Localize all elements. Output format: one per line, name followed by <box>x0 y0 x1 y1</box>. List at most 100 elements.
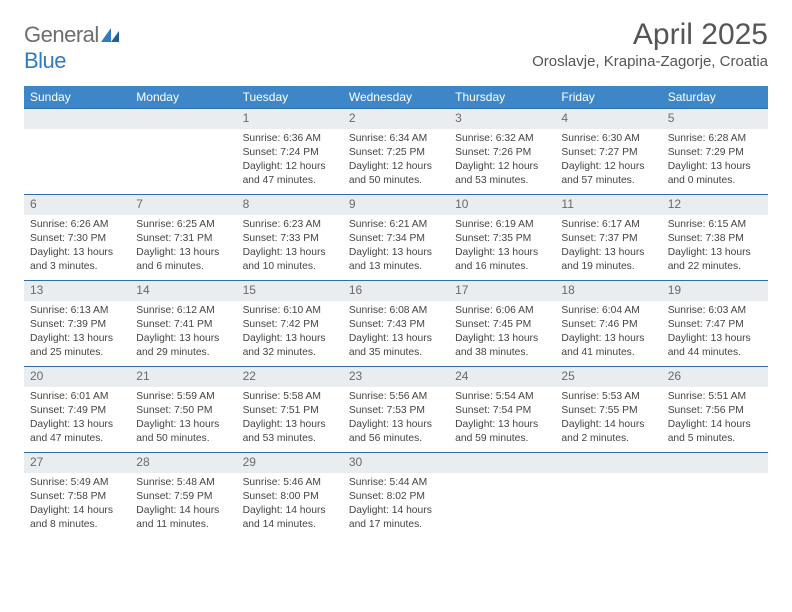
calendar-day-cell: 3Sunrise: 6:32 AMSunset: 7:26 PMDaylight… <box>449 108 555 194</box>
day-details <box>449 473 555 482</box>
sunset-text: Sunset: 7:55 PM <box>561 404 655 418</box>
weekday-header: Monday <box>130 86 236 108</box>
sunset-text: Sunset: 7:37 PM <box>561 232 655 246</box>
day-number: 23 <box>343 366 449 387</box>
day-number: 22 <box>237 366 343 387</box>
daylight-text: Daylight: 13 hours and 6 minutes. <box>136 246 230 274</box>
sunrise-text: Sunrise: 6:08 AM <box>349 304 443 318</box>
day-details: Sunrise: 6:06 AMSunset: 7:45 PMDaylight:… <box>449 301 555 366</box>
calendar-week-row: 27Sunrise: 5:49 AMSunset: 7:58 PMDayligh… <box>24 452 768 538</box>
day-number: 18 <box>555 280 661 301</box>
daylight-text: Daylight: 13 hours and 25 minutes. <box>30 332 124 360</box>
daylight-text: Daylight: 13 hours and 19 minutes. <box>561 246 655 274</box>
daylight-text: Daylight: 13 hours and 44 minutes. <box>668 332 762 360</box>
brand-logo: General Blue <box>24 18 119 74</box>
calendar-day-cell: 1Sunrise: 6:36 AMSunset: 7:24 PMDaylight… <box>237 108 343 194</box>
day-details <box>24 129 130 138</box>
day-number: 24 <box>449 366 555 387</box>
day-number <box>449 452 555 473</box>
day-number: 14 <box>130 280 236 301</box>
daylight-text: Daylight: 13 hours and 41 minutes. <box>561 332 655 360</box>
day-number <box>130 108 236 129</box>
daylight-text: Daylight: 12 hours and 57 minutes. <box>561 160 655 188</box>
sunset-text: Sunset: 7:38 PM <box>668 232 762 246</box>
daylight-text: Daylight: 13 hours and 22 minutes. <box>668 246 762 274</box>
calendar-day-cell: 29Sunrise: 5:46 AMSunset: 8:00 PMDayligh… <box>237 452 343 538</box>
daylight-text: Daylight: 13 hours and 10 minutes. <box>243 246 337 274</box>
calendar-day-cell: 18Sunrise: 6:04 AMSunset: 7:46 PMDayligh… <box>555 280 661 366</box>
sunset-text: Sunset: 7:25 PM <box>349 146 443 160</box>
page-subtitle: Oroslavje, Krapina-Zagorje, Croatia <box>532 53 768 70</box>
sunset-text: Sunset: 7:46 PM <box>561 318 655 332</box>
weekday-header: Tuesday <box>237 86 343 108</box>
sunset-text: Sunset: 7:30 PM <box>30 232 124 246</box>
calendar-day-cell: 20 Sunrise: 6:01 AMSunset: 7:49 PMDayligh… <box>24 366 130 452</box>
day-details: Sunrise: 5:56 AMSunset: 7:53 PMDaylight:… <box>343 387 449 452</box>
day-details: Sunrise: 6:30 AMSunset: 7:27 PMDaylight:… <box>555 129 661 194</box>
sunset-text: Sunset: 7:50 PM <box>136 404 230 418</box>
calendar-day-cell: 4Sunrise: 6:30 AMSunset: 7:27 PMDaylight… <box>555 108 661 194</box>
day-number: 25 <box>555 366 661 387</box>
logo-mark-icon <box>101 29 119 46</box>
sunrise-text: Sunrise: 6:12 AM <box>136 304 230 318</box>
day-details: Sunrise: 6:34 AMSunset: 7:25 PMDaylight:… <box>343 129 449 194</box>
daylight-text: Daylight: 13 hours and 47 minutes. <box>30 418 124 446</box>
page-title: April 2025 <box>532 18 768 51</box>
daylight-text: Daylight: 12 hours and 50 minutes. <box>349 160 443 188</box>
calendar-day-cell: 9Sunrise: 6:21 AMSunset: 7:34 PMDaylight… <box>343 194 449 280</box>
calendar-day-cell <box>449 452 555 538</box>
weekday-header: Friday <box>555 86 661 108</box>
daylight-text: Daylight: 14 hours and 14 minutes. <box>243 504 337 532</box>
day-number: 10 <box>449 194 555 215</box>
calendar-day-cell: 7Sunrise: 6:25 AMSunset: 7:31 PMDaylight… <box>130 194 236 280</box>
sunset-text: Sunset: 7:41 PM <box>136 318 230 332</box>
sunrise-text: Sunrise: 5:48 AM <box>136 476 230 490</box>
daylight-text: Daylight: 13 hours and 13 minutes. <box>349 246 443 274</box>
daylight-text: Daylight: 13 hours and 38 minutes. <box>455 332 549 360</box>
daylight-text: Daylight: 14 hours and 8 minutes. <box>30 504 124 532</box>
sunrise-text: Sunrise: 5:56 AM <box>349 390 443 404</box>
calendar-day-cell: 30Sunrise: 5:44 AMSunset: 8:02 PMDayligh… <box>343 452 449 538</box>
daylight-text: Daylight: 13 hours and 53 minutes. <box>243 418 337 446</box>
day-number: 20 <box>24 366 130 387</box>
sunset-text: Sunset: 7:27 PM <box>561 146 655 160</box>
sunset-text: Sunset: 7:59 PM <box>136 490 230 504</box>
sunset-text: Sunset: 8:00 PM <box>243 490 337 504</box>
day-number: 6 <box>24 194 130 215</box>
calendar-week-row: 20Sunrise: 6:01 AMSunset: 7:49 PMDayligh… <box>24 366 768 452</box>
day-details <box>662 473 768 482</box>
day-details: Sunrise: 6:13 AMSunset: 7:39 PMDaylight:… <box>24 301 130 366</box>
day-details <box>555 473 661 482</box>
calendar-day-cell: 28Sunrise: 5:48 AMSunset: 7:59 PMDayligh… <box>130 452 236 538</box>
day-details: Sunrise: 5:46 AMSunset: 8:00 PMDaylight:… <box>237 473 343 538</box>
day-number: 30 <box>343 452 449 473</box>
sunrise-text: Sunrise: 5:46 AM <box>243 476 337 490</box>
day-number <box>24 108 130 129</box>
sunset-text: Sunset: 7:56 PM <box>668 404 762 418</box>
sunset-text: Sunset: 7:34 PM <box>349 232 443 246</box>
day-details: Sunrise: 6:19 AMSunset: 7:35 PMDaylight:… <box>449 215 555 280</box>
calendar-day-cell: 16Sunrise: 6:08 AMSunset: 7:43 PMDayligh… <box>343 280 449 366</box>
daylight-text: Daylight: 12 hours and 47 minutes. <box>243 160 337 188</box>
sunrise-text: Sunrise: 6:01 AM <box>30 390 124 404</box>
calendar-day-cell: 10Sunrise: 6:19 AMSunset: 7:35 PMDayligh… <box>449 194 555 280</box>
calendar-week-row: 6Sunrise: 6:26 AMSunset: 7:30 PMDaylight… <box>24 194 768 280</box>
sunrise-text: Sunrise: 5:51 AM <box>668 390 762 404</box>
calendar-day-cell: 17Sunrise: 6:06 AMSunset: 7:45 PMDayligh… <box>449 280 555 366</box>
day-number: 11 <box>555 194 661 215</box>
sunset-text: Sunset: 7:49 PM <box>30 404 124 418</box>
day-number: 9 <box>343 194 449 215</box>
day-number: 5 <box>662 108 768 129</box>
sunset-text: Sunset: 7:26 PM <box>455 146 549 160</box>
daylight-text: Daylight: 13 hours and 35 minutes. <box>349 332 443 360</box>
calendar-day-cell: 25Sunrise: 5:53 AMSunset: 7:55 PMDayligh… <box>555 366 661 452</box>
daylight-text: Daylight: 14 hours and 11 minutes. <box>136 504 230 532</box>
sunrise-text: Sunrise: 6:13 AM <box>30 304 124 318</box>
brand-word1: General <box>24 22 99 47</box>
calendar-day-cell: 21Sunrise: 5:59 AMSunset: 7:50 PMDayligh… <box>130 366 236 452</box>
day-number: 15 <box>237 280 343 301</box>
weekday-header: Thursday <box>449 86 555 108</box>
sunrise-text: Sunrise: 6:17 AM <box>561 218 655 232</box>
calendar-day-cell: 23Sunrise: 5:56 AMSunset: 7:53 PMDayligh… <box>343 366 449 452</box>
day-details: Sunrise: 6:32 AMSunset: 7:26 PMDaylight:… <box>449 129 555 194</box>
